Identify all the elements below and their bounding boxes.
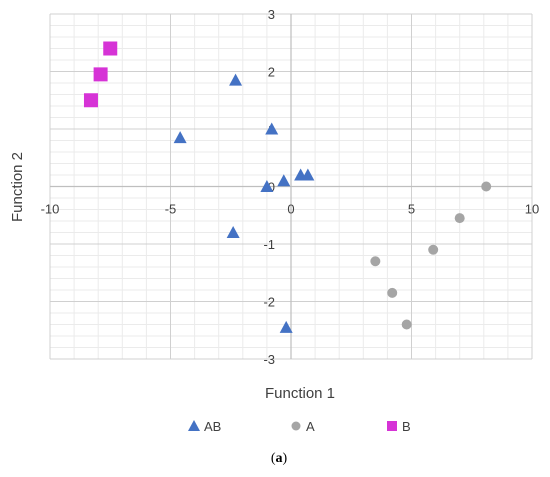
- data-point-b: [93, 67, 108, 82]
- caption-open: (: [271, 451, 276, 466]
- data-point-a: [454, 213, 465, 224]
- y-tick-label: 2: [268, 65, 275, 80]
- y-axis-title: Function 2: [9, 152, 26, 222]
- legend-marker: [291, 421, 301, 431]
- data-point-ab: [279, 320, 293, 333]
- data-point-ab: [301, 168, 315, 181]
- y-tick-label: -3: [263, 352, 275, 367]
- caption-close: ): [283, 451, 288, 466]
- data-point-a: [401, 319, 412, 330]
- data-point-ab: [173, 131, 187, 144]
- legend-label: A: [306, 419, 315, 434]
- caption: (a): [271, 451, 288, 466]
- data-point-a: [370, 256, 381, 267]
- data-point-ab: [277, 174, 291, 187]
- caption-label: a: [276, 451, 283, 466]
- data-point-ab: [226, 226, 240, 239]
- data-point-a: [387, 287, 398, 298]
- legend-marker: [188, 420, 200, 431]
- x-axis-title: Function 1: [265, 385, 335, 402]
- legend-label: B: [402, 419, 411, 434]
- data-point-ab: [260, 180, 274, 193]
- data-point-a: [481, 181, 492, 192]
- legend-marker: [387, 421, 397, 431]
- origin-label: 0: [268, 180, 275, 195]
- data-point-b: [103, 41, 118, 56]
- x-tick-label: -10: [41, 202, 60, 217]
- y-tick-label: -1: [263, 237, 275, 252]
- legend: AB A B: [188, 419, 411, 434]
- x-tick-label: -5: [165, 202, 177, 217]
- legend-item-a: A: [291, 419, 315, 434]
- y-tick-label: 3: [268, 7, 275, 22]
- data-point-ab: [229, 73, 243, 86]
- legend-item-ab: AB: [188, 419, 221, 434]
- legend-label: AB: [204, 419, 221, 434]
- data-points: [83, 41, 492, 333]
- axes: [50, 14, 532, 359]
- data-point-b: [83, 93, 98, 108]
- data-point-a: [428, 244, 439, 255]
- data-point-ab: [265, 122, 279, 135]
- y-tick-label: -2: [263, 295, 275, 310]
- x-tick-label: 0: [287, 202, 294, 217]
- legend-item-b: B: [387, 419, 411, 434]
- x-tick-label: 10: [525, 202, 539, 217]
- x-tick-label: 5: [408, 202, 415, 217]
